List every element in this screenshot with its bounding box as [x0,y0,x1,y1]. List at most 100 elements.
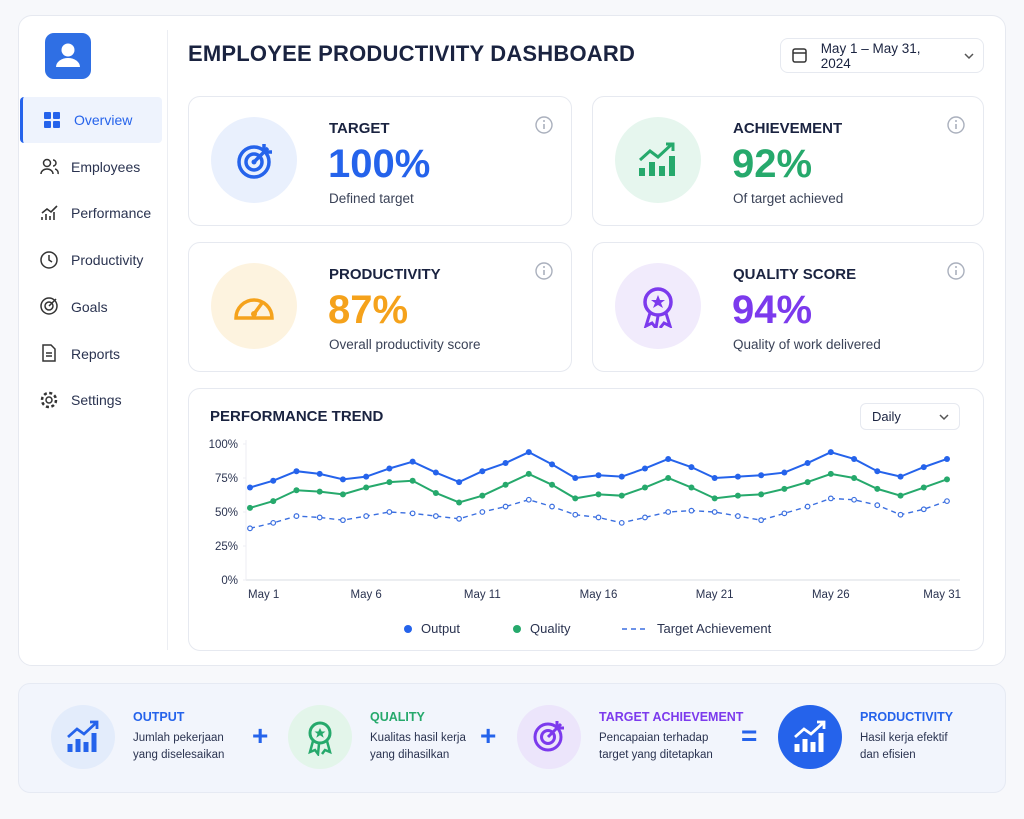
operator: + [480,720,497,751]
x-tick-label: May 6 [351,589,382,601]
icon [533,721,564,752]
divider [167,30,168,650]
data-point [665,475,672,481]
x-tick-label: May 11 [464,589,501,601]
data-point [340,517,346,524]
series-line [249,472,948,509]
data-point [247,504,253,511]
data-point [595,514,602,521]
data-point [270,519,277,526]
data-point [456,515,463,522]
formula-description: Hasil kerja efektif [860,732,948,744]
formula-description: dan efisien [860,749,916,761]
info-icon[interactable] [946,261,966,281]
data-point [363,473,370,480]
date-picker[interactable]: May 1 – May 31, 2024 [780,38,984,73]
formula-title: PRODUCTIVITY [860,710,954,724]
data-point [247,484,253,491]
data-point [363,513,370,519]
nav-item[interactable]: Settings [40,377,162,423]
info-icon[interactable] [534,115,554,135]
data-point [920,484,927,491]
icon [67,720,99,752]
data-point [316,470,323,477]
formula-icon [51,705,115,769]
data-point [595,491,602,498]
nav-item[interactable]: Overview [20,97,162,143]
data-point [874,468,881,475]
data-point [270,498,277,505]
calendar-icon [792,47,807,63]
data-point [851,475,858,481]
data-point [456,499,463,506]
y-tick-label: 25% [215,541,238,553]
data-point [363,484,370,491]
period-select[interactable]: Daily [860,403,960,430]
formula-icon [517,705,581,769]
data-point [688,464,695,471]
formula-title: OUTPUT [133,710,185,724]
data-point [641,465,648,472]
data-point [688,507,695,514]
data-point [734,492,741,499]
data-point [502,503,509,510]
data-point [549,503,555,510]
formula-description: Pencapaian terhadap [599,732,709,744]
icon [308,721,332,756]
nav-item[interactable]: Productivity [40,237,162,283]
icon [643,287,673,328]
data-point [944,476,950,483]
y-tick-label: 75% [215,473,238,485]
kpi-value: 92% [732,142,813,186]
nav-label: Settings [71,392,122,409]
formula-description: yang diselesaikan [133,749,225,761]
data-point [781,510,788,517]
data-point [386,465,393,472]
data-point [293,468,300,475]
data-point [944,455,950,462]
icon [237,144,272,179]
kpi-description: Quality of work delivered [733,337,881,352]
data-point [758,491,765,498]
date-range: May 1 – May 31, 2024 [820,40,921,71]
kpi-icon [211,117,297,203]
icon [794,720,826,752]
nav-item[interactable]: Performance [40,190,162,236]
data-point [665,509,672,515]
data-point [618,519,625,526]
x-tick-label: May 1 [248,589,279,601]
nav-item[interactable]: Goals [40,284,162,330]
data-point [247,525,253,532]
kpi-label: PRODUCTIVITY [329,266,441,283]
info-icon[interactable] [946,115,966,135]
data-point [944,498,950,505]
data-point [897,511,904,518]
x-tick-label: May 26 [812,589,850,601]
info-icon[interactable] [534,261,554,281]
nav-item[interactable]: Reports [40,331,162,377]
data-point [874,485,881,492]
formula-description: yang dihasilkan [370,749,450,761]
nav-icon [44,111,60,128]
data-point [386,509,393,515]
formula-description: Kualitas hasil kerja [370,732,466,744]
nav-label: Goals [71,298,108,315]
x-tick-label: May 21 [696,589,734,601]
formula-description: Jumlah pekerjaan [133,732,224,744]
data-point [711,495,718,502]
data-point [339,476,346,483]
formula-description: target yang ditetapkan [599,749,713,761]
nav-icon [40,297,58,316]
nav-icon [40,250,58,269]
data-point [270,477,277,484]
nav-item[interactable]: Employees [40,144,162,190]
operator: = [741,720,758,751]
kpi-icon [615,263,701,349]
nav-label: Overview [74,112,133,128]
icon [638,142,675,176]
data-point [293,513,300,519]
kpi-description: Overall productivity score [329,337,481,352]
x-tick-label: May 31 [923,589,961,601]
